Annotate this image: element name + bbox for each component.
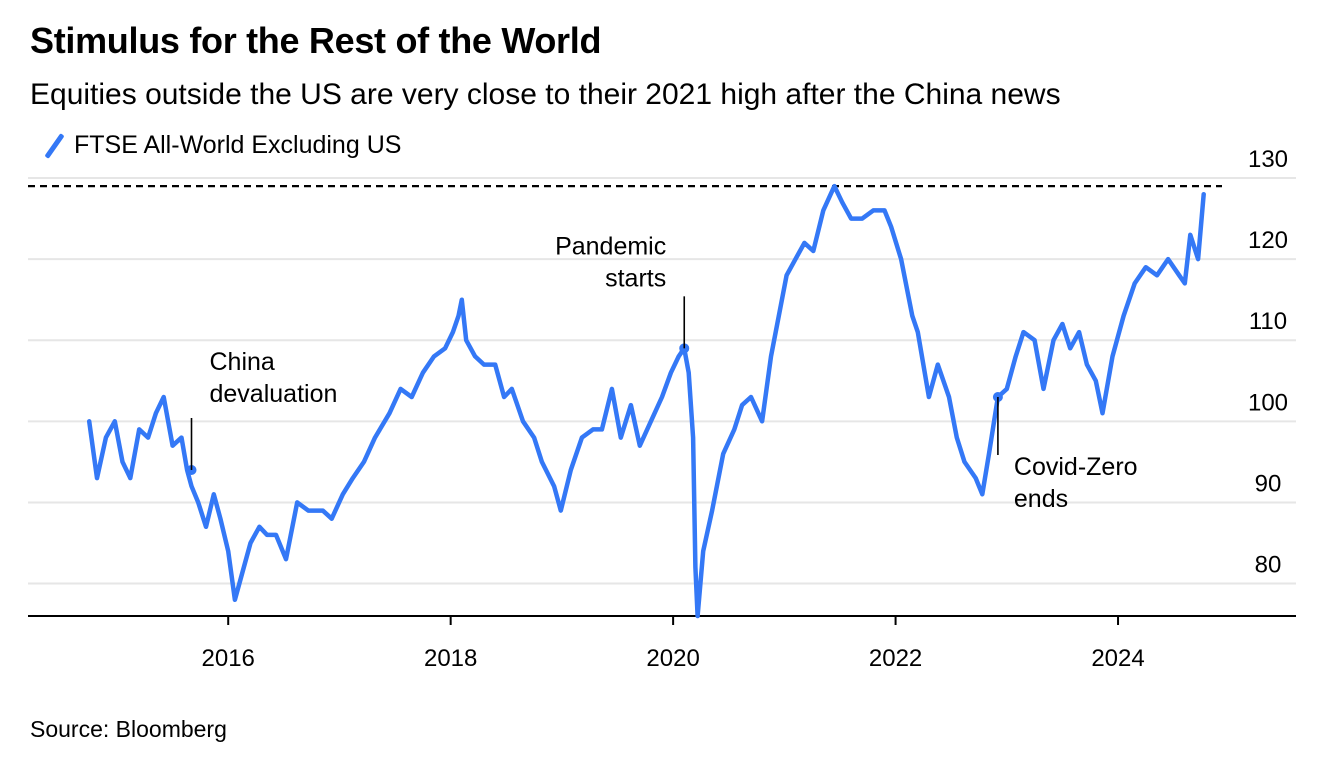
legend-label: FTSE All-World Excluding US (74, 131, 402, 159)
annotation-label-2-0: Covid-Zero (1014, 453, 1138, 481)
y-tick-label-90: 90 (1255, 470, 1282, 497)
x-tick-label-2022: 2022 (869, 645, 922, 672)
y-tick-label-130: 130 (1248, 146, 1288, 173)
y-tick-label-80: 80 (1255, 552, 1282, 579)
annotation-label-0-1: devaluation (210, 380, 338, 408)
annotation-label-2-1: ends (1014, 485, 1068, 513)
y-tick-label-110: 110 (1249, 308, 1287, 335)
x-tick-label-2020: 2020 (646, 645, 699, 672)
source-note: Source: Bloomberg (30, 716, 227, 742)
x-tick-label-2024: 2024 (1091, 645, 1144, 672)
series-line-ftse-all-world-ex-us (86, 183, 1206, 619)
y-tick-label-100: 100 (1248, 389, 1288, 416)
annotation-label-1-0: Pandemic (555, 232, 666, 260)
annotation-label-0-0: China (210, 348, 275, 376)
x-tick-label-2016: 2016 (202, 645, 255, 672)
x-tick-label-2018: 2018 (424, 645, 477, 672)
legend: FTSE All-World Excluding US (46, 131, 401, 160)
annotation-label-1-1: starts (605, 264, 666, 292)
chart-subtitle: Equities outside the US are very close t… (30, 78, 1061, 111)
chart-title: Stimulus for the Rest of the World (30, 20, 602, 61)
y-tick-label-120: 120 (1248, 227, 1288, 254)
